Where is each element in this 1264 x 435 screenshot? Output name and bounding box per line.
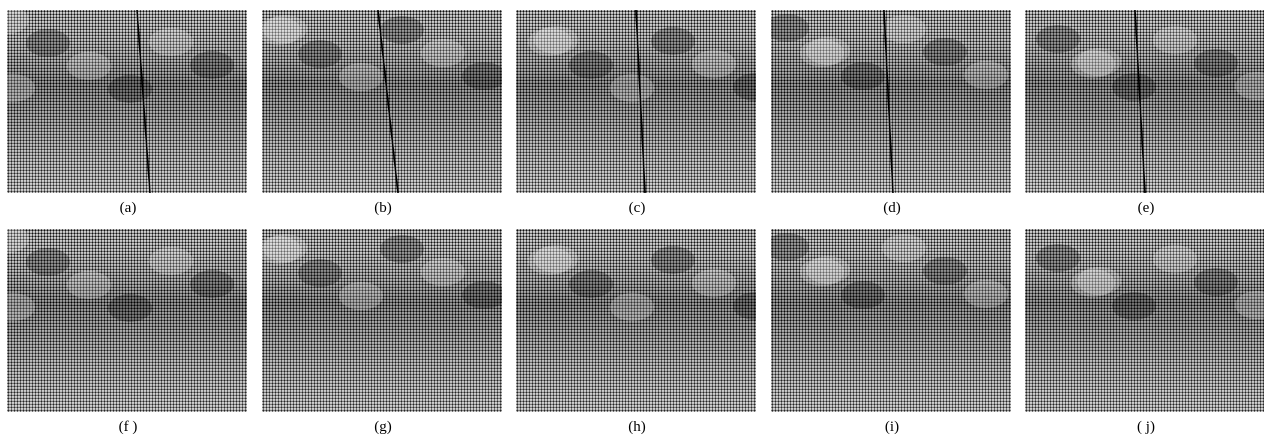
photo	[516, 229, 756, 412]
photo	[771, 229, 1011, 412]
subfigure-caption: (d)	[771, 200, 1013, 217]
photo	[1025, 229, 1264, 412]
photo	[771, 10, 1011, 193]
subfigure-caption: (a)	[7, 200, 249, 217]
subfigure-caption: (h)	[516, 419, 758, 435]
photo	[7, 229, 247, 412]
subfigure-caption: (e)	[1025, 200, 1264, 217]
photo	[262, 10, 502, 193]
subfigure-caption: ( j)	[1025, 419, 1264, 435]
subfigure-caption: (f )	[7, 419, 249, 435]
subfigure-caption: (c)	[516, 200, 758, 217]
figure: (a) (b) (c) (d) (e) (f ) (g) (h) (i) ( j)	[0, 0, 1264, 435]
subfigure-caption: (b)	[262, 200, 504, 217]
photo	[7, 10, 247, 193]
photo	[516, 10, 756, 193]
subfigure-caption: (g)	[262, 419, 504, 435]
photo	[262, 229, 502, 412]
subfigure-caption: (i)	[771, 419, 1013, 435]
photo	[1025, 10, 1264, 193]
